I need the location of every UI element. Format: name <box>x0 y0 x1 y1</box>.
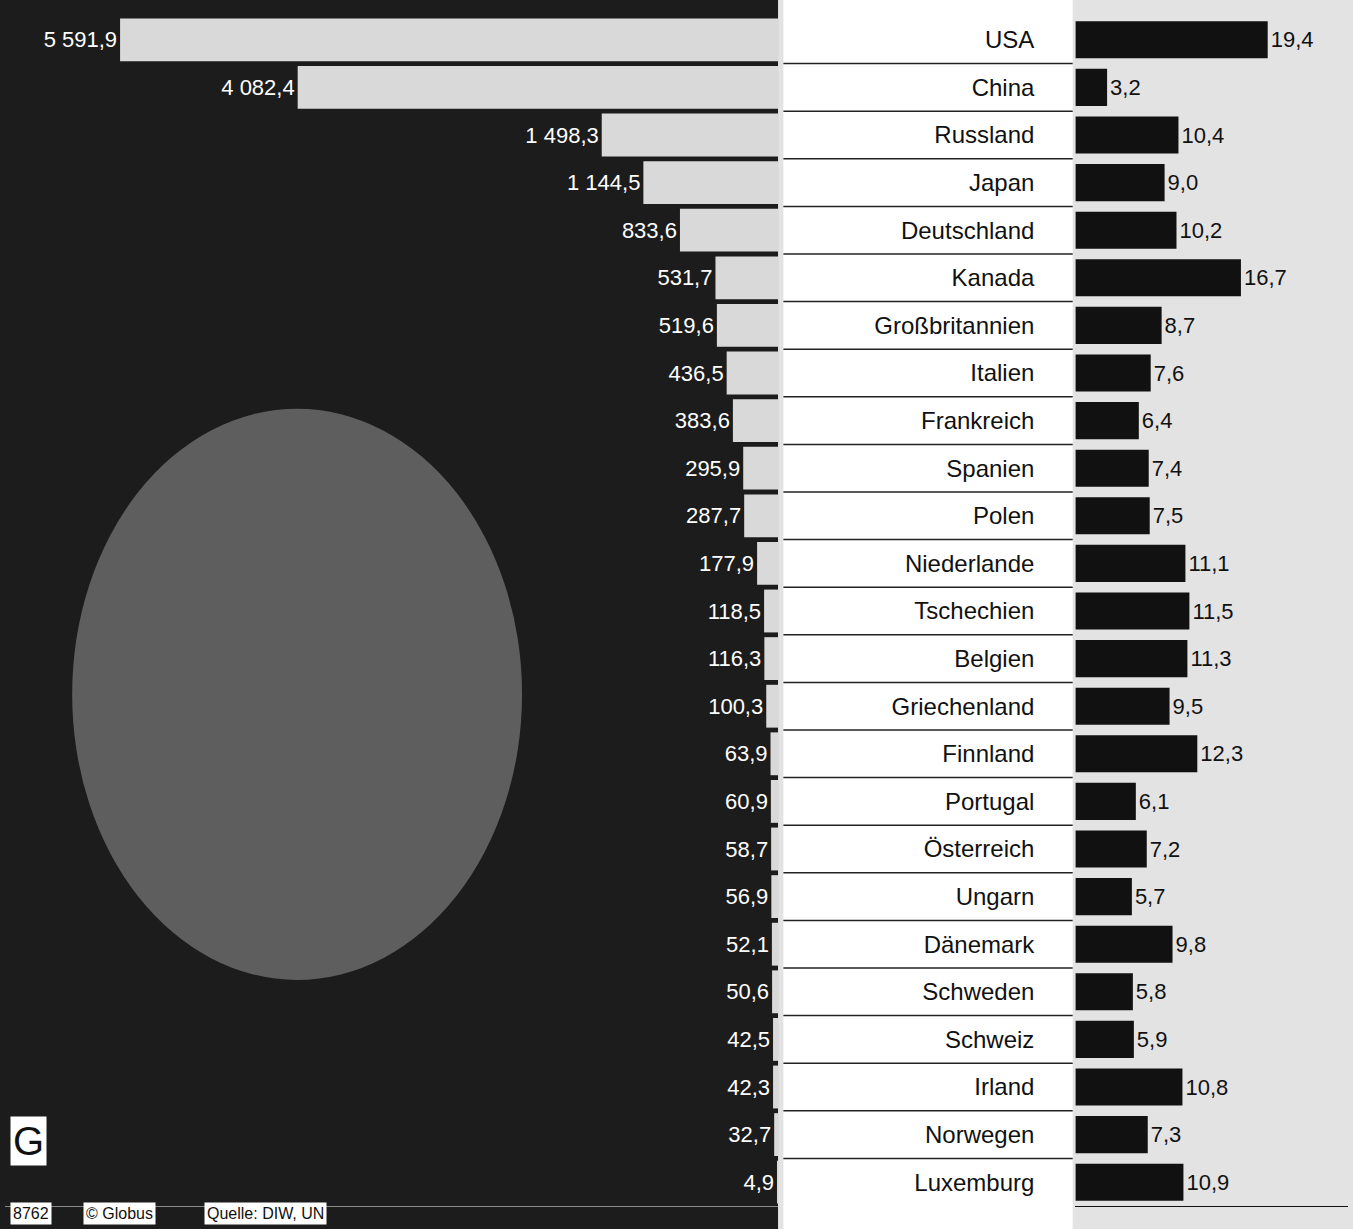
svg-text:7,2: 7,2 <box>1150 837 1181 862</box>
svg-text:16,7: 16,7 <box>1244 265 1287 290</box>
svg-text:Belgien: Belgien <box>954 645 1034 672</box>
svg-text:1 498,3: 1 498,3 <box>525 123 598 148</box>
svg-text:58,7: 58,7 <box>725 837 768 862</box>
svg-text:4,9: 4,9 <box>743 1170 774 1195</box>
svg-text:Finnland: Finnland <box>942 740 1034 767</box>
svg-text:10,8: 10,8 <box>1185 1075 1228 1100</box>
svg-text:China: China <box>972 74 1035 101</box>
svg-text:Irland: Irland <box>974 1073 1034 1100</box>
svg-text:10,4: 10,4 <box>1181 123 1224 148</box>
svg-text:1 144,5: 1 144,5 <box>567 170 640 195</box>
svg-text:10,9: 10,9 <box>1186 1170 1229 1195</box>
svg-text:Großbritannien: Großbritannien <box>874 312 1034 339</box>
svg-text:Kanada: Kanada <box>952 264 1035 291</box>
svg-text:Deutschland: Deutschland <box>901 217 1034 244</box>
svg-text:Österreich: Österreich <box>924 835 1035 862</box>
svg-text:7,3: 7,3 <box>1151 1122 1182 1147</box>
svg-text:Niederlande: Niederlande <box>905 550 1034 577</box>
svg-text:Schweden: Schweden <box>922 978 1034 1005</box>
svg-text:4 082,4: 4 082,4 <box>221 75 294 100</box>
svg-text:Quelle: DIW, UN: Quelle: DIW, UN <box>207 1205 324 1222</box>
svg-text:Tschechien: Tschechien <box>914 597 1034 624</box>
svg-text:56,9: 56,9 <box>726 884 769 909</box>
svg-text:436,5: 436,5 <box>669 361 724 386</box>
svg-text:42,3: 42,3 <box>727 1075 770 1100</box>
svg-text:32,7: 32,7 <box>728 1122 771 1147</box>
svg-text:11,3: 11,3 <box>1190 646 1231 671</box>
svg-text:9,8: 9,8 <box>1176 932 1207 957</box>
svg-text:3,2: 3,2 <box>1110 75 1141 100</box>
svg-text:Schweiz: Schweiz <box>945 1026 1034 1053</box>
svg-text:Japan: Japan <box>969 169 1034 196</box>
svg-text:519,6: 519,6 <box>659 313 714 338</box>
svg-text:7,5: 7,5 <box>1153 503 1184 528</box>
svg-text:11,1: 11,1 <box>1188 551 1229 576</box>
svg-text:Russland: Russland <box>934 121 1034 148</box>
svg-text:10,2: 10,2 <box>1179 218 1222 243</box>
svg-text:Ungarn: Ungarn <box>956 883 1035 910</box>
svg-text:60,9: 60,9 <box>725 789 768 814</box>
svg-text:295,9: 295,9 <box>685 456 740 481</box>
svg-text:42,5: 42,5 <box>727 1027 770 1052</box>
svg-text:Griechenland: Griechenland <box>892 693 1035 720</box>
svg-text:7,6: 7,6 <box>1154 361 1185 386</box>
svg-text:USA: USA <box>985 26 1034 53</box>
svg-text:6,4: 6,4 <box>1142 408 1173 433</box>
svg-text:177,9: 177,9 <box>699 551 754 576</box>
svg-text:5,7: 5,7 <box>1135 884 1166 909</box>
svg-text:5,8: 5,8 <box>1136 979 1167 1004</box>
svg-text:Spanien: Spanien <box>946 455 1034 482</box>
svg-text:Italien: Italien <box>970 359 1034 386</box>
svg-text:116,3: 116,3 <box>708 646 761 671</box>
svg-text:11,5: 11,5 <box>1192 599 1233 624</box>
svg-text:833,6: 833,6 <box>622 218 677 243</box>
svg-text:5,9: 5,9 <box>1137 1027 1168 1052</box>
svg-text:6,1: 6,1 <box>1139 789 1170 814</box>
svg-text:50,6: 50,6 <box>726 979 769 1004</box>
svg-text:Luxemburg: Luxemburg <box>914 1169 1034 1196</box>
svg-text:Norwegen: Norwegen <box>925 1121 1034 1148</box>
svg-text:Polen: Polen <box>973 502 1034 529</box>
svg-text:9,0: 9,0 <box>1168 170 1199 195</box>
svg-text:12,3: 12,3 <box>1200 741 1243 766</box>
svg-text:287,7: 287,7 <box>686 503 741 528</box>
svg-text:Portugal: Portugal <box>945 788 1034 815</box>
svg-text:Frankreich: Frankreich <box>921 407 1034 434</box>
svg-text:G: G <box>13 1119 44 1163</box>
svg-text:100,3: 100,3 <box>708 694 763 719</box>
svg-text:383,6: 383,6 <box>675 408 730 433</box>
svg-text:9,5: 9,5 <box>1173 694 1204 719</box>
svg-text:© Globus: © Globus <box>86 1205 153 1222</box>
svg-text:118,5: 118,5 <box>708 599 761 624</box>
svg-text:63,9: 63,9 <box>725 741 768 766</box>
svg-text:52,1: 52,1 <box>726 932 769 957</box>
svg-text:8,7: 8,7 <box>1165 313 1196 338</box>
svg-text:531,7: 531,7 <box>657 265 712 290</box>
svg-text:19,4: 19,4 <box>1271 27 1314 52</box>
svg-text:7,4: 7,4 <box>1152 456 1183 481</box>
svg-text:Dänemark: Dänemark <box>924 931 1036 958</box>
svg-text:8762: 8762 <box>13 1205 49 1222</box>
svg-text:5 591,9: 5 591,9 <box>44 27 117 52</box>
